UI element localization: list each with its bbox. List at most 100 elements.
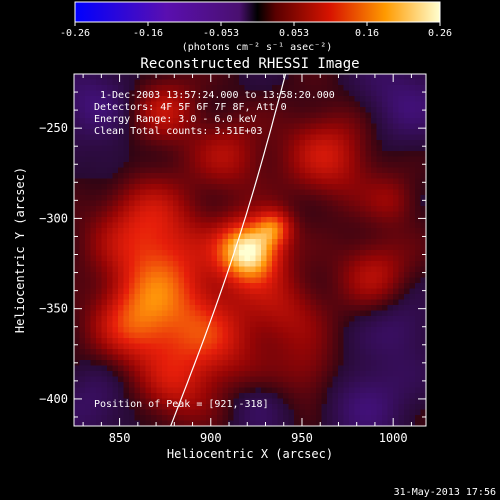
heatmap-cell <box>294 343 301 350</box>
heatmap-cell <box>272 118 279 125</box>
heatmap-cell <box>123 222 130 229</box>
heatmap-cell <box>299 195 306 202</box>
heatmap-cell <box>211 409 218 416</box>
heatmap-cell <box>206 387 213 394</box>
heatmap-cell <box>420 409 426 416</box>
heatmap-cell <box>393 272 400 279</box>
heatmap-cell <box>233 327 240 334</box>
heatmap-cell <box>228 206 235 213</box>
heatmap-cell <box>129 217 136 224</box>
heatmap-cell <box>393 305 400 312</box>
heatmap-cell <box>118 343 125 350</box>
heatmap-cell <box>250 123 257 130</box>
heatmap-cell <box>96 178 103 185</box>
heatmap-cell <box>140 206 147 213</box>
heatmap-cell <box>211 354 218 361</box>
heatmap-cell <box>332 288 339 295</box>
heatmap-cell <box>343 151 350 158</box>
heatmap-cell <box>332 321 339 328</box>
heatmap-cell <box>151 404 158 411</box>
heatmap-cell <box>387 310 394 317</box>
heatmap-cell <box>167 173 174 180</box>
heatmap-cell <box>398 387 405 394</box>
heatmap-cell <box>200 79 207 86</box>
heatmap-cell <box>404 266 411 273</box>
heatmap-cell <box>387 404 394 411</box>
heatmap-cell <box>272 316 279 323</box>
heatmap-cell <box>327 151 334 158</box>
heatmap-cell <box>321 222 328 229</box>
heatmap-cell <box>101 244 108 251</box>
heatmap-cell <box>107 250 114 257</box>
heatmap-cell <box>272 387 279 394</box>
heatmap-cell <box>123 415 130 422</box>
heatmap-cell <box>288 404 295 411</box>
heatmap-cell <box>90 393 97 400</box>
heatmap-cell <box>360 96 367 103</box>
heatmap-cell <box>382 321 389 328</box>
heatmap-cell <box>316 310 323 317</box>
heatmap-cell <box>206 90 213 97</box>
heatmap-cell <box>382 217 389 224</box>
heatmap-cell <box>376 250 383 257</box>
heatmap-cell <box>415 167 422 174</box>
heatmap-cell <box>404 349 411 356</box>
heatmap-cell <box>211 178 218 185</box>
heatmap-cell <box>404 151 411 158</box>
heatmap-cell <box>222 393 229 400</box>
heatmap-cell <box>74 79 81 86</box>
heatmap-cell <box>123 409 130 416</box>
heatmap-cell <box>156 195 163 202</box>
heatmap-cell <box>288 415 295 422</box>
heatmap-cell <box>167 200 174 207</box>
heatmap-cell <box>327 228 334 235</box>
heatmap-cell <box>167 354 174 361</box>
heatmap-cell <box>316 316 323 323</box>
heatmap-cell <box>305 338 312 345</box>
heatmap-cell <box>222 338 229 345</box>
heatmap-cell <box>244 393 251 400</box>
heatmap-cell <box>162 387 169 394</box>
heatmap-cell <box>310 420 317 426</box>
heatmap-cell <box>178 360 185 367</box>
heatmap-cell <box>343 79 350 86</box>
heatmap-cell <box>371 277 378 284</box>
heatmap-cell <box>129 261 136 268</box>
heatmap-cell <box>255 371 262 378</box>
heatmap-cell <box>79 393 86 400</box>
heatmap-cell <box>162 211 169 218</box>
heatmap-cell <box>371 129 378 136</box>
heatmap-cell <box>200 255 207 262</box>
heatmap-cell <box>118 283 125 290</box>
heatmap-cell <box>200 299 207 306</box>
heatmap-cell <box>365 74 372 81</box>
heatmap-cell <box>206 343 213 350</box>
heatmap-cell <box>305 420 312 426</box>
heatmap-cell <box>316 79 323 86</box>
heatmap-cell <box>409 283 416 290</box>
heatmap-cell <box>415 107 422 114</box>
heatmap-cell <box>272 189 279 196</box>
heatmap-cell <box>244 354 251 361</box>
heatmap-cell <box>228 321 235 328</box>
heatmap-cell <box>129 420 136 426</box>
heatmap-cell <box>321 239 328 246</box>
heatmap-cell <box>101 140 108 147</box>
heatmap-cell <box>371 294 378 301</box>
heatmap-cell <box>321 376 328 383</box>
heatmap-cell <box>277 420 284 426</box>
heatmap-cell <box>316 233 323 240</box>
heatmap-cell <box>211 376 218 383</box>
heatmap-cell <box>195 118 202 125</box>
heatmap-cell <box>233 134 240 141</box>
heatmap-cell <box>360 376 367 383</box>
heatmap-cell <box>217 140 224 147</box>
heatmap-cell <box>299 343 306 350</box>
heatmap-cell <box>420 288 426 295</box>
heatmap-cell <box>189 96 196 103</box>
heatmap-cell <box>239 184 246 191</box>
heatmap-cell <box>101 112 108 119</box>
heatmap-cell <box>189 90 196 97</box>
heatmap-cell <box>96 162 103 169</box>
heatmap-cell <box>327 184 334 191</box>
